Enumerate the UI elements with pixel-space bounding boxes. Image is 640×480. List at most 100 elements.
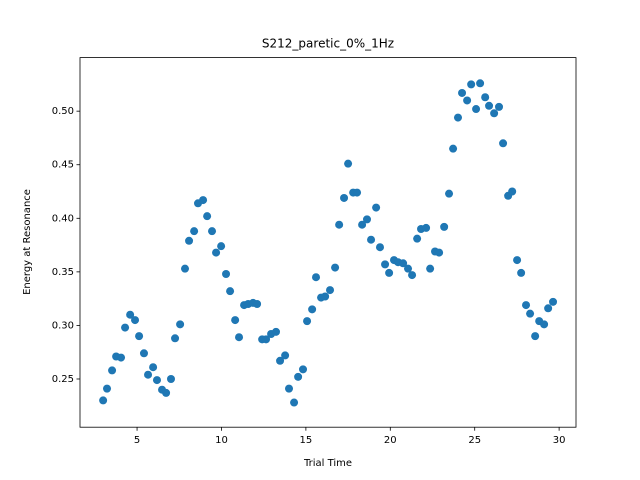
point bbox=[294, 372, 303, 381]
point bbox=[490, 109, 499, 118]
point bbox=[272, 327, 281, 336]
point bbox=[139, 349, 148, 358]
point bbox=[481, 93, 490, 102]
point bbox=[367, 235, 376, 244]
point bbox=[413, 234, 422, 243]
point bbox=[208, 227, 217, 236]
point bbox=[499, 139, 508, 148]
point bbox=[353, 188, 362, 197]
point bbox=[231, 316, 240, 325]
chart-title: S212_paretic_0%_1Hz bbox=[262, 37, 394, 51]
point bbox=[372, 203, 381, 212]
point bbox=[404, 264, 413, 273]
point bbox=[226, 287, 235, 296]
point bbox=[458, 88, 467, 97]
point bbox=[513, 256, 522, 265]
point bbox=[135, 332, 144, 341]
point bbox=[321, 292, 330, 301]
point bbox=[449, 144, 458, 153]
point bbox=[176, 320, 185, 329]
y-tick-label: 0.45 bbox=[52, 160, 74, 171]
y-tick-label: 0.40 bbox=[52, 213, 74, 224]
point bbox=[285, 384, 294, 393]
point bbox=[126, 310, 135, 319]
point bbox=[440, 222, 449, 231]
point bbox=[199, 196, 208, 205]
y-tick-label: 0.30 bbox=[52, 320, 74, 331]
point bbox=[312, 273, 321, 282]
point bbox=[162, 388, 171, 397]
point bbox=[326, 286, 335, 295]
point bbox=[290, 398, 299, 407]
point bbox=[381, 260, 390, 269]
x-axis-label: Trial Time bbox=[303, 458, 352, 469]
point bbox=[385, 268, 394, 277]
point bbox=[117, 353, 126, 362]
point bbox=[544, 304, 553, 313]
point bbox=[262, 335, 271, 344]
y-axis-label: Energy at Resonance bbox=[22, 189, 33, 295]
plot-frame bbox=[79, 57, 577, 428]
y-tick-label: 0.50 bbox=[52, 106, 74, 117]
point bbox=[121, 323, 130, 332]
x-tick-label: 10 bbox=[215, 435, 228, 446]
point bbox=[190, 227, 199, 236]
point bbox=[335, 220, 344, 229]
point bbox=[212, 248, 221, 257]
point bbox=[508, 187, 517, 196]
point bbox=[445, 189, 454, 198]
point bbox=[185, 236, 194, 245]
point bbox=[422, 223, 431, 232]
point bbox=[517, 268, 526, 277]
y-tick-label: 0.35 bbox=[52, 267, 74, 278]
point bbox=[217, 242, 226, 251]
point bbox=[166, 374, 175, 383]
point bbox=[299, 365, 308, 374]
x-tick-label: 20 bbox=[384, 435, 397, 446]
y-tick-label: 0.25 bbox=[52, 374, 74, 385]
point bbox=[467, 80, 476, 89]
point bbox=[408, 271, 417, 280]
point bbox=[108, 366, 117, 375]
point bbox=[308, 305, 317, 314]
point bbox=[344, 159, 353, 168]
point bbox=[426, 264, 435, 273]
x-tick-label: 30 bbox=[553, 435, 566, 446]
point bbox=[340, 193, 349, 202]
point bbox=[399, 259, 408, 268]
point bbox=[152, 376, 161, 385]
point bbox=[144, 370, 153, 379]
point bbox=[375, 243, 384, 252]
point bbox=[203, 212, 212, 221]
point bbox=[276, 356, 285, 365]
point bbox=[303, 317, 312, 326]
point bbox=[362, 215, 371, 224]
point bbox=[181, 264, 190, 273]
point bbox=[526, 309, 535, 318]
x-tick-label: 15 bbox=[300, 435, 313, 446]
point bbox=[281, 351, 290, 360]
point bbox=[435, 248, 444, 257]
point bbox=[331, 263, 340, 272]
point bbox=[476, 79, 485, 88]
point bbox=[531, 332, 540, 341]
x-tick-label: 5 bbox=[134, 435, 140, 446]
x-tick-label: 25 bbox=[468, 435, 481, 446]
point bbox=[253, 300, 262, 308]
point bbox=[495, 102, 504, 111]
point bbox=[222, 270, 231, 279]
point bbox=[358, 220, 367, 229]
point bbox=[103, 384, 112, 393]
point bbox=[549, 297, 558, 306]
point bbox=[485, 101, 494, 110]
point bbox=[235, 333, 244, 342]
point bbox=[453, 113, 462, 122]
point bbox=[472, 105, 481, 114]
point bbox=[171, 334, 180, 343]
point bbox=[463, 96, 472, 105]
point bbox=[540, 320, 549, 329]
point bbox=[131, 316, 140, 325]
point bbox=[99, 396, 108, 405]
